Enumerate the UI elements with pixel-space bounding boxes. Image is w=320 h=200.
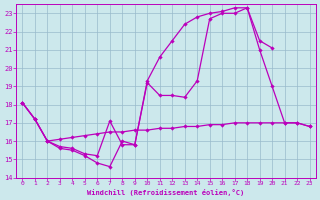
X-axis label: Windchill (Refroidissement éolien,°C): Windchill (Refroidissement éolien,°C) (87, 189, 244, 196)
